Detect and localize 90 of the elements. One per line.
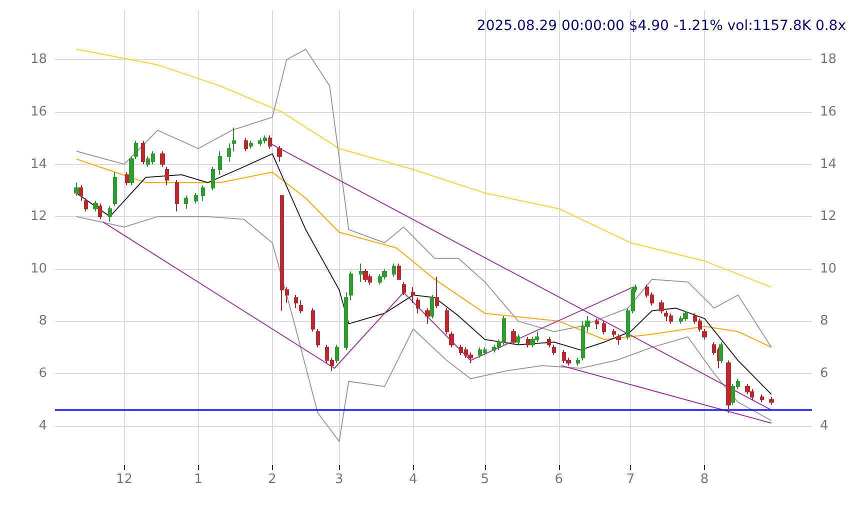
candlestick bbox=[268, 135, 272, 150]
x-tick-label: 3 bbox=[335, 472, 344, 487]
candlestick bbox=[201, 184, 205, 202]
candlestick bbox=[602, 320, 606, 335]
y2-tick-label: 6 bbox=[820, 366, 828, 381]
candlestick bbox=[113, 172, 117, 207]
candlestick bbox=[141, 140, 145, 165]
candlestick bbox=[411, 286, 415, 304]
y-tick-label: 16 bbox=[30, 104, 47, 120]
candlestick bbox=[683, 310, 688, 322]
candlestick bbox=[547, 336, 551, 348]
candlestick bbox=[425, 308, 430, 324]
candlestick bbox=[449, 331, 454, 348]
candlestick bbox=[294, 294, 298, 309]
candlestick bbox=[184, 195, 188, 210]
candlestick bbox=[416, 297, 420, 314]
candlestick bbox=[160, 150, 165, 168]
candlestick bbox=[359, 263, 363, 282]
candlestick bbox=[125, 172, 129, 186]
line-series bbox=[76, 48, 772, 288]
line-series bbox=[76, 216, 772, 442]
candlestick bbox=[402, 281, 406, 296]
candlestick bbox=[435, 276, 439, 309]
y2-tick-label: 12 bbox=[820, 209, 837, 224]
line-series bbox=[76, 153, 772, 395]
candlestick bbox=[612, 328, 616, 338]
candlestick bbox=[392, 263, 396, 278]
candlestick bbox=[445, 308, 449, 335]
candlestick bbox=[227, 142, 231, 162]
candlestick bbox=[194, 192, 198, 204]
candlestick bbox=[211, 166, 215, 191]
candlestick bbox=[349, 270, 353, 301]
y2-tick-label: 14 bbox=[820, 156, 837, 172]
candlestick bbox=[344, 292, 348, 350]
y-tick-label: 10 bbox=[30, 261, 47, 276]
y2-tick-label: 16 bbox=[820, 104, 837, 120]
candlestick bbox=[526, 336, 530, 348]
y-tick-label: 8 bbox=[38, 314, 47, 329]
candlestick bbox=[576, 357, 580, 366]
candlestick bbox=[277, 145, 282, 162]
x-tick-label: 5 bbox=[480, 472, 489, 487]
candlestick bbox=[726, 360, 731, 414]
candlestick bbox=[316, 328, 320, 348]
candlestick bbox=[79, 184, 83, 202]
text: 2025.08.29 00:00:00 $4.90 -1.21% vol:1157.8K 0.8x bbox=[476, 18, 846, 34]
x-tick-label: 2 bbox=[268, 472, 276, 487]
candlestick bbox=[430, 294, 434, 320]
candlestick bbox=[659, 300, 664, 314]
candlestick bbox=[719, 342, 723, 364]
candlestick bbox=[363, 268, 368, 282]
candlestick bbox=[769, 396, 774, 406]
candlestick bbox=[511, 328, 516, 346]
candlestick bbox=[249, 140, 253, 150]
x-tick-label: 12 bbox=[116, 472, 133, 487]
candlestick bbox=[552, 344, 556, 356]
candlestick bbox=[165, 166, 169, 186]
candlestick bbox=[93, 200, 98, 212]
candlestick bbox=[335, 344, 339, 364]
y2-tick-label: 18 bbox=[820, 52, 837, 68]
x-tick-label: 8 bbox=[700, 472, 709, 487]
candlestick bbox=[595, 318, 599, 330]
candlestick bbox=[108, 206, 112, 222]
y-tick-label: 4 bbox=[38, 418, 47, 434]
candlestick bbox=[516, 334, 520, 346]
candlestick bbox=[98, 203, 102, 220]
candlestick bbox=[397, 263, 401, 280]
line-series bbox=[76, 48, 772, 348]
x-tick-label: 6 bbox=[554, 472, 564, 487]
candlestick bbox=[616, 334, 621, 346]
candlestick bbox=[84, 198, 88, 212]
candlestick bbox=[760, 394, 764, 403]
y-tick-label: 6 bbox=[38, 366, 47, 381]
candlestick bbox=[244, 138, 248, 152]
y2-tick-label: 10 bbox=[820, 261, 837, 276]
y-tick-label: 12 bbox=[30, 209, 47, 224]
candlestick bbox=[299, 300, 303, 314]
y-tick-label: 18 bbox=[30, 52, 47, 68]
candlestick bbox=[175, 179, 179, 212]
candlestick bbox=[232, 127, 236, 152]
x-tick-label: 4 bbox=[409, 472, 418, 487]
candlestick bbox=[311, 308, 315, 332]
candlestick bbox=[218, 150, 222, 176]
y2-tick-label: 4 bbox=[820, 418, 828, 434]
line-series bbox=[76, 158, 772, 348]
candlestick bbox=[702, 328, 707, 340]
x-tick-label: 7 bbox=[626, 472, 635, 487]
x-tick-label: 1 bbox=[194, 472, 202, 487]
y-tick-label: 14 bbox=[30, 156, 47, 172]
candlestick bbox=[74, 182, 79, 196]
y2-tick-label: 8 bbox=[820, 314, 828, 329]
